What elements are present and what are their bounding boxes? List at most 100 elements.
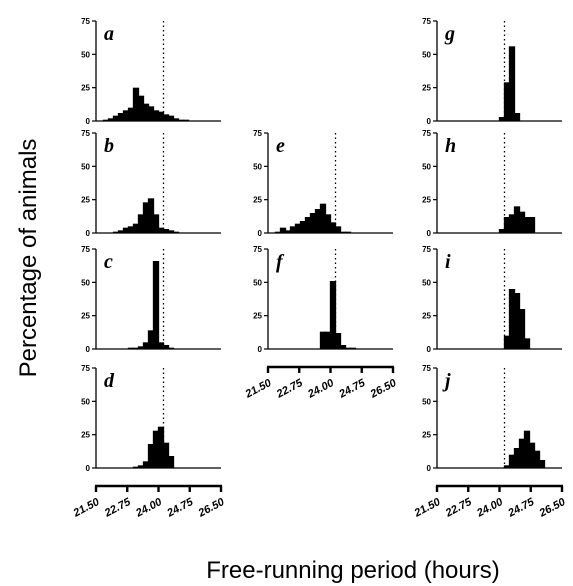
y-tick-label: 75 [81, 245, 90, 254]
bar-f-3 [334, 333, 342, 349]
y-tick-label: 25 [422, 84, 431, 93]
bar-e-9 [319, 203, 327, 233]
bar-d-2 [142, 461, 150, 468]
panel-d: 0 25 50 75 d 21.50 22.75 24.00 24.75 26.50 [71, 364, 228, 520]
y-tick-label: 0 [427, 345, 432, 354]
bar-e-5 [299, 221, 307, 233]
bar-a-12 [162, 114, 170, 121]
bar-d-4 [152, 430, 160, 468]
bar-h-2 [508, 214, 516, 233]
x-tick-label: 21.50 [71, 496, 103, 520]
x-tick-label: 24.75 [164, 496, 196, 520]
panel-a: 0 25 50 75 a [81, 17, 221, 126]
panel-g: 0 25 50 75 g [422, 17, 562, 126]
bar-c-3 [142, 342, 150, 349]
y-tick-label: 25 [81, 196, 90, 205]
bar-a-10 [152, 110, 160, 121]
bar-i-4 [523, 338, 531, 349]
bar-a-8 [142, 103, 150, 121]
y-tick-label: 0 [86, 345, 91, 354]
bar-d-0 [132, 466, 140, 468]
panel-h: 0 25 50 75 h [422, 129, 562, 238]
bar-i-3 [518, 309, 526, 349]
bar-e-0 [274, 231, 282, 233]
y-tick-label: 50 [422, 162, 431, 171]
x-tick-label: 26.50 [537, 496, 569, 520]
y-tick-label: 25 [253, 312, 262, 321]
x-axis-title: Free-running period (hours) [206, 557, 499, 584]
bar-d-3 [147, 444, 155, 468]
bar-j-5 [528, 442, 536, 468]
bar-d-1 [137, 465, 145, 468]
x-tick-label: 24.00 [305, 377, 337, 401]
bar-c-2 [137, 346, 145, 349]
y-tick-label: 0 [427, 464, 432, 473]
bar-a-16 [182, 119, 190, 121]
bar-e-7 [309, 213, 317, 233]
panel-i: 0 25 50 75 i [422, 245, 562, 354]
bar-a-1 [107, 118, 115, 121]
bar-j-4 [523, 430, 531, 468]
panel-letter-h: h [445, 135, 456, 157]
bar-d-6 [162, 442, 170, 468]
bar-h-3 [513, 206, 521, 233]
bar-a-0 [102, 119, 110, 121]
bar-a-2 [112, 115, 120, 121]
bar-e-3 [289, 226, 297, 233]
bar-j-6 [533, 450, 541, 468]
panel-c: 0 25 50 75 c [81, 245, 221, 354]
y-tick-label: 75 [81, 129, 90, 138]
bar-a-15 [177, 119, 185, 121]
bar-b-12 [172, 231, 180, 233]
bar-a-11 [157, 111, 165, 121]
y-tick-label: 0 [86, 464, 91, 473]
bar-e-10 [324, 214, 332, 233]
bar-h-0 [498, 229, 506, 233]
x-tick-label: 24.75 [505, 496, 537, 520]
bar-f-1 [324, 331, 332, 349]
bar-a-13 [167, 115, 175, 121]
x-tick-label: 21.50 [243, 377, 275, 401]
bar-g-1 [503, 82, 511, 121]
x-tick-label: 24.75 [336, 377, 368, 401]
bar-e-2 [284, 230, 292, 233]
y-tick-label: 50 [81, 278, 90, 287]
y-tick-label: 25 [422, 431, 431, 440]
bar-f-0 [319, 331, 327, 349]
y-tick-label: 50 [253, 162, 262, 171]
bar-b-5 [137, 214, 145, 233]
bar-b-9 [157, 227, 165, 233]
bar-b-4 [132, 223, 140, 233]
bar-f-6 [349, 347, 357, 349]
panel-letter-g: g [444, 23, 455, 45]
bar-h-5 [523, 217, 531, 233]
y-tick-label: 0 [86, 117, 91, 126]
y-tick-label: 50 [253, 278, 262, 287]
x-tick-label: 22.75 [102, 496, 134, 520]
panel-letter-c: c [104, 251, 113, 273]
bar-a-3 [117, 113, 125, 121]
y-tick-label: 75 [81, 17, 90, 26]
bar-c-1 [132, 347, 140, 349]
bar-i-1 [508, 289, 516, 349]
bar-e-14 [344, 231, 352, 233]
y-tick-label: 25 [81, 312, 90, 321]
bar-j-1 [508, 454, 516, 468]
y-tick-label: 25 [81, 431, 90, 440]
y-tick-label: 25 [81, 84, 90, 93]
bar-e-13 [339, 231, 347, 233]
y-tick-label: 50 [81, 50, 90, 59]
y-tick-label: 50 [422, 397, 431, 406]
bar-b-2 [122, 227, 130, 233]
bar-c-0 [127, 347, 135, 349]
bar-i-0 [503, 335, 511, 349]
bar-a-5 [127, 107, 135, 121]
y-tick-label: 0 [258, 229, 263, 238]
panel-letter-a: a [104, 23, 114, 45]
bar-h-6 [528, 217, 536, 233]
bar-b-0 [112, 231, 120, 233]
bar-j-2 [513, 448, 521, 468]
y-tick-label: 75 [422, 129, 431, 138]
bar-e-8 [314, 209, 322, 233]
bar-c-7 [162, 345, 170, 349]
